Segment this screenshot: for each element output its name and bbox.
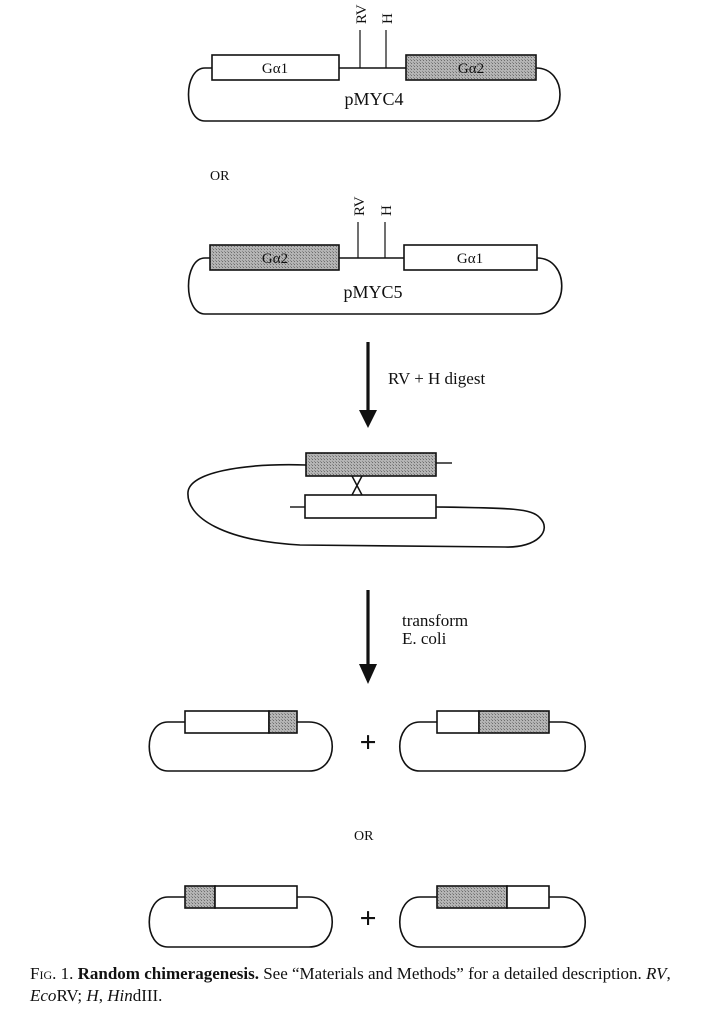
transform-step: transform E. coli <box>359 590 468 684</box>
plasmid-backbone <box>399 721 586 772</box>
plasmid-backbone <box>187 67 561 122</box>
figure-number: Fig. 1. <box>30 964 74 983</box>
abbr-rv: RV <box>646 964 667 983</box>
open-insert-box <box>304 494 437 519</box>
insert-galpha1-box <box>403 244 538 271</box>
plasmid-backbone <box>187 257 563 315</box>
chimera-product-1 <box>148 710 333 772</box>
plus-sign: + <box>359 902 376 935</box>
chimera-product-2 <box>399 710 586 772</box>
shaded-insert-box <box>305 452 437 477</box>
figure-title: Random chimeragenesis. <box>77 964 259 983</box>
plasmid-pmyc5: Gα2 Gα1 RV H pMYC5 <box>187 196 563 315</box>
shaded-insert-box <box>478 710 550 734</box>
plasmid-name-label: pMYC4 <box>344 89 403 109</box>
or-label: OR <box>354 829 374 844</box>
caption-text: See “Materials and Methods” for a detail… <box>263 964 642 983</box>
down-arrow-head <box>359 410 377 428</box>
insert-galpha2-box <box>405 54 537 81</box>
enzyme-ecorv-suffix: RV; <box>56 986 83 1005</box>
chimera-product-3 <box>148 885 333 948</box>
caption-separator: , <box>98 986 103 1005</box>
insert-galpha2-label: Gα2 <box>262 251 288 267</box>
abbr-h: H <box>86 986 99 1005</box>
open-insert-box <box>436 710 480 734</box>
caption-separator: , <box>666 964 671 983</box>
insert-galpha1-box <box>211 54 340 81</box>
hindiii-site-label: H <box>379 205 395 216</box>
plasmid-backbone <box>399 896 586 948</box>
digest-step: RV + H digest <box>359 342 485 428</box>
shaded-insert-box <box>184 885 216 909</box>
plasmid-pmyc4: Gα1 Gα2 RV H pMYC4 <box>187 4 561 122</box>
transform-step-label: transform <box>402 611 468 630</box>
enzyme-hindiii-suffix: dIII. <box>132 986 163 1005</box>
figure-caption: Fig. 1. Random chimeragenesis. See “Mate… <box>30 963 710 1007</box>
recombination-intermediate <box>187 452 546 548</box>
or-label: OR <box>210 169 230 184</box>
transform-host-label: E. coli <box>402 629 447 648</box>
insert-galpha2-label: Gα2 <box>458 61 484 77</box>
enzyme-hindiii-prefix: Hin <box>107 986 133 1005</box>
down-arrow-head <box>359 664 377 684</box>
hindiii-site-label: H <box>380 13 396 24</box>
enzyme-ecorv-prefix: Eco <box>30 986 57 1005</box>
plus-sign: + <box>359 726 376 759</box>
shaded-insert-box <box>436 885 508 909</box>
shaded-insert-box <box>268 710 298 734</box>
linearized-backbone <box>187 463 546 548</box>
plasmid-name-label: pMYC5 <box>343 282 402 302</box>
insert-galpha1-label: Gα1 <box>262 61 288 77</box>
ecorv-site-label: RV <box>352 196 368 216</box>
plasmid-backbone <box>148 721 333 772</box>
open-insert-box <box>184 710 270 734</box>
chimera-product-4 <box>399 885 586 948</box>
insert-galpha1-label: Gα1 <box>457 251 483 267</box>
open-insert-box <box>506 885 550 909</box>
ecorv-site-label: RV <box>354 4 370 24</box>
digest-step-label: RV + H digest <box>388 369 485 388</box>
crossover-mark <box>351 475 363 496</box>
plasmid-backbone <box>148 896 333 948</box>
insert-galpha2-box <box>209 244 340 271</box>
open-insert-box <box>214 885 298 909</box>
